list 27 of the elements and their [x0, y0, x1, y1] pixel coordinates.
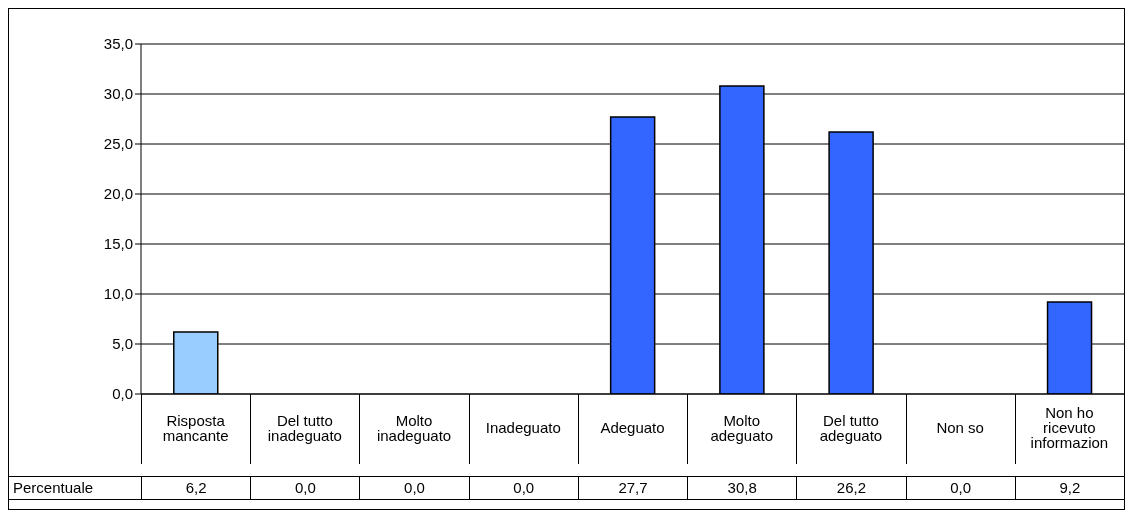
data-label: 27,7: [577, 477, 688, 499]
data-label: 0,0: [250, 477, 360, 499]
y-tick-label: 25,0: [103, 135, 133, 153]
y-tick-label: 5,0: [112, 335, 133, 353]
y-tick-label: 15,0: [103, 235, 133, 253]
x-tick-label: Molto inadeguato: [376, 411, 452, 444]
x-tick-label: Non so: [936, 419, 984, 437]
x-tick-label: Non ho ricevuto informazion: [1030, 404, 1109, 452]
data-label: 6,2: [141, 477, 251, 499]
data-label: 9,2: [1014, 477, 1124, 499]
data-label: 30,8: [687, 477, 797, 499]
data-label: 0,0: [468, 477, 578, 499]
x-tick-label: Molto adeguato: [710, 411, 774, 444]
x-tick-label: Risposta mancante: [162, 411, 229, 444]
data-label: 26,2: [796, 477, 906, 499]
text: Percentuale: [12, 478, 95, 498]
y-tick-label: 10,0: [103, 285, 133, 303]
y-tick-label: 20,0: [103, 185, 133, 203]
x-tick-label: Del tutto inadeguato: [267, 411, 342, 444]
data-label: 0,0: [359, 477, 469, 499]
x-tick-label: Adeguato: [600, 419, 665, 437]
x-tick-label: Del tutto adeguato: [819, 411, 883, 444]
x-tick-label: Inadeguato: [485, 419, 561, 437]
y-tick-label: 35,0: [103, 35, 133, 53]
y-tick-label: 0,0: [112, 385, 133, 403]
data-label: 0,0: [905, 477, 1015, 499]
y-tick-label: 30,0: [103, 85, 133, 103]
